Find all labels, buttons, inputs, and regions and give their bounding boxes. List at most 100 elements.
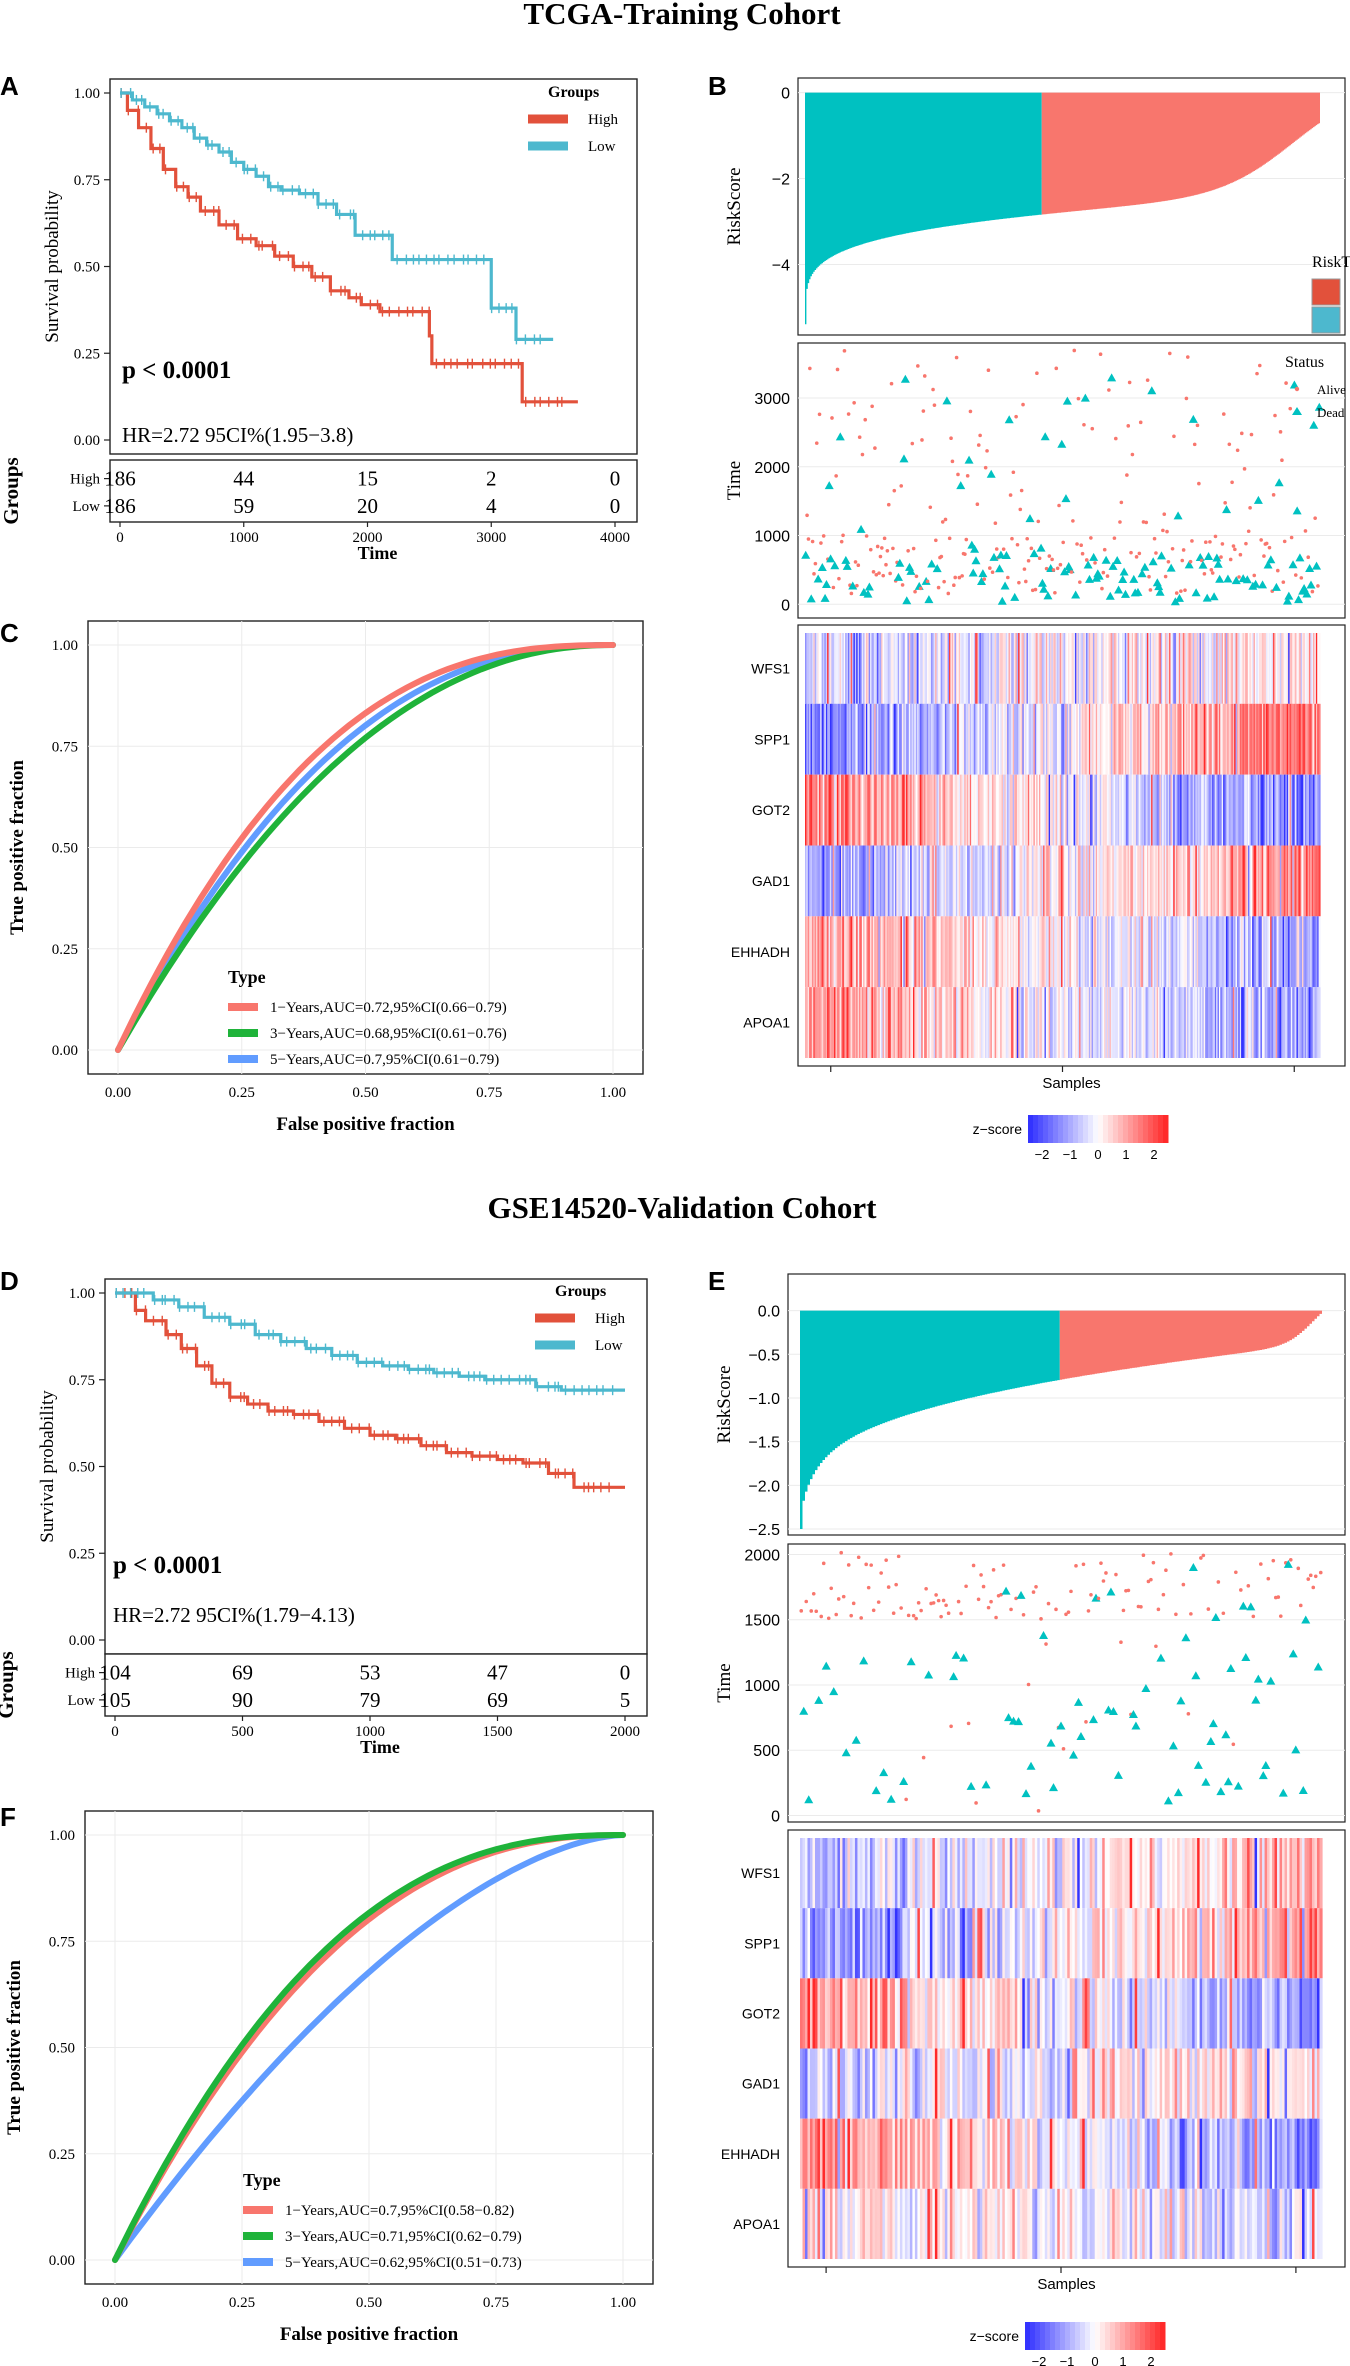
heatmap-cell <box>843 987 846 1058</box>
heatmap-cell <box>1102 2188 1106 2259</box>
heatmap-cell <box>1052 1978 1056 2049</box>
heatmap-cell <box>1308 774 1311 846</box>
heatmap-cell <box>1217 703 1220 775</box>
heatmap-cell <box>893 703 896 775</box>
heatmap-cell <box>897 703 900 775</box>
heatmap-cell <box>854 2048 859 2119</box>
status-point-alive <box>1276 1595 1281 1599</box>
heatmap-cell <box>928 633 931 704</box>
heatmap-cell <box>1249 703 1252 775</box>
heatmap-cell <box>1099 1908 1103 1979</box>
heatmap-cell <box>926 987 929 1058</box>
heatmap-cell <box>1279 2188 1283 2259</box>
heatmap-cell <box>929 2048 933 2119</box>
heatmap-cell <box>1224 987 1227 1058</box>
heatmap-cell <box>871 987 874 1058</box>
heatmap-cell <box>1101 845 1104 917</box>
heatmap-cell <box>1228 916 1231 988</box>
heatmap-cell <box>990 703 993 775</box>
heatmap-cell <box>860 703 863 775</box>
heatmap-cell <box>1092 845 1095 917</box>
heatmap-cell <box>823 987 825 1058</box>
heatmap-cell <box>1063 703 1066 775</box>
status-point-alive <box>1061 540 1065 545</box>
status-point-alive <box>1219 555 1223 559</box>
heatmap-cell <box>1034 633 1037 704</box>
heatmap-cell <box>878 916 881 988</box>
heatmap-cell <box>1070 774 1073 846</box>
heatmap-cell <box>932 703 935 775</box>
heatmap-cell <box>925 703 928 775</box>
heatmap-cell <box>1263 633 1266 704</box>
heatmap-cell <box>1117 845 1120 917</box>
status-axis-label: Time <box>714 1663 735 1702</box>
heatmap-cell <box>865 916 868 988</box>
heatmap-cell <box>990 916 993 988</box>
heatmap-cell <box>876 845 879 917</box>
heatmap-cell <box>1034 987 1037 1058</box>
heatmap-cell <box>994 845 997 917</box>
heatmap-cell <box>1112 2188 1116 2259</box>
heatmap-cell <box>1126 845 1129 917</box>
heatmap-cell <box>1212 987 1214 1058</box>
heatmap-cell <box>852 2048 856 2119</box>
heatmap-cell <box>1144 703 1147 775</box>
heatmap-cell <box>1178 774 1181 846</box>
status-point-alive <box>1026 1682 1031 1687</box>
heatmap-cell <box>1047 987 1050 1058</box>
heatmap-cell <box>1122 2118 1126 2189</box>
heatmap-cell <box>1217 774 1220 846</box>
heatmap-cell <box>1207 845 1210 917</box>
heatmap-cell <box>1087 1838 1091 1909</box>
heatmap-cell <box>979 633 982 704</box>
heatmap-cell <box>861 845 864 917</box>
heatmap-cell <box>837 2118 841 2189</box>
heatmap-cell <box>964 845 967 917</box>
heatmap-cell <box>814 916 817 988</box>
heatmap-cell <box>900 703 903 775</box>
heatmap-cell <box>1204 1978 1208 2049</box>
heatmap-cell <box>992 2118 996 2189</box>
heatmap-cell <box>1159 916 1162 988</box>
heatmap-cell <box>1264 774 1267 846</box>
heatmap-cell <box>1049 1908 1053 1979</box>
heatmap-cell <box>932 1908 936 1979</box>
heatmap-cell <box>968 703 971 775</box>
heatmap-cell <box>802 1908 806 1979</box>
heatmap-cell <box>935 987 938 1058</box>
heatmap-cell <box>1020 774 1023 846</box>
heatmap-cell <box>1120 774 1123 846</box>
km-x-tick-label: 1000 <box>355 1724 385 1740</box>
status-point-alive <box>896 1554 901 1559</box>
heatmap-cell <box>1145 845 1148 917</box>
heatmap-cell <box>1157 1908 1161 1979</box>
status-point-dead <box>835 432 845 441</box>
heatmap-cell <box>1244 1978 1248 2049</box>
heatmap-cell <box>816 987 819 1058</box>
heatmap-cell <box>1047 916 1050 988</box>
heatmap-cell <box>1159 2188 1163 2259</box>
heatmap-cell <box>1023 633 1026 704</box>
heatmap-cell <box>1214 2188 1218 2259</box>
heatmap-cell <box>1247 1838 1251 1909</box>
heatmap-cell <box>904 2118 908 2189</box>
heatmap-cell <box>809 2048 814 2119</box>
heatmap-cell <box>969 2188 973 2259</box>
heatmap-cell <box>1202 774 1205 846</box>
heatmap-cell <box>868 633 871 704</box>
heatmap-cell <box>1284 1838 1288 1909</box>
heatmap-cell <box>807 2048 811 2119</box>
heatmap-cell <box>925 916 928 988</box>
heatmap-cell <box>883 703 886 775</box>
status-point-dead <box>1154 582 1164 591</box>
heatmap-cell <box>962 2188 966 2259</box>
heatmap-cell <box>1038 987 1041 1058</box>
heatmap-cell <box>1002 916 1005 988</box>
status-point-alive <box>1288 406 1293 411</box>
heatmap-cell <box>1008 845 1011 917</box>
heatmap-cell <box>1286 703 1289 775</box>
heatmap-cell <box>1237 1978 1241 2049</box>
heatmap-cell <box>1077 2048 1081 2119</box>
heatmap-cell <box>1310 845 1313 917</box>
heatmap-cell <box>1162 633 1165 704</box>
